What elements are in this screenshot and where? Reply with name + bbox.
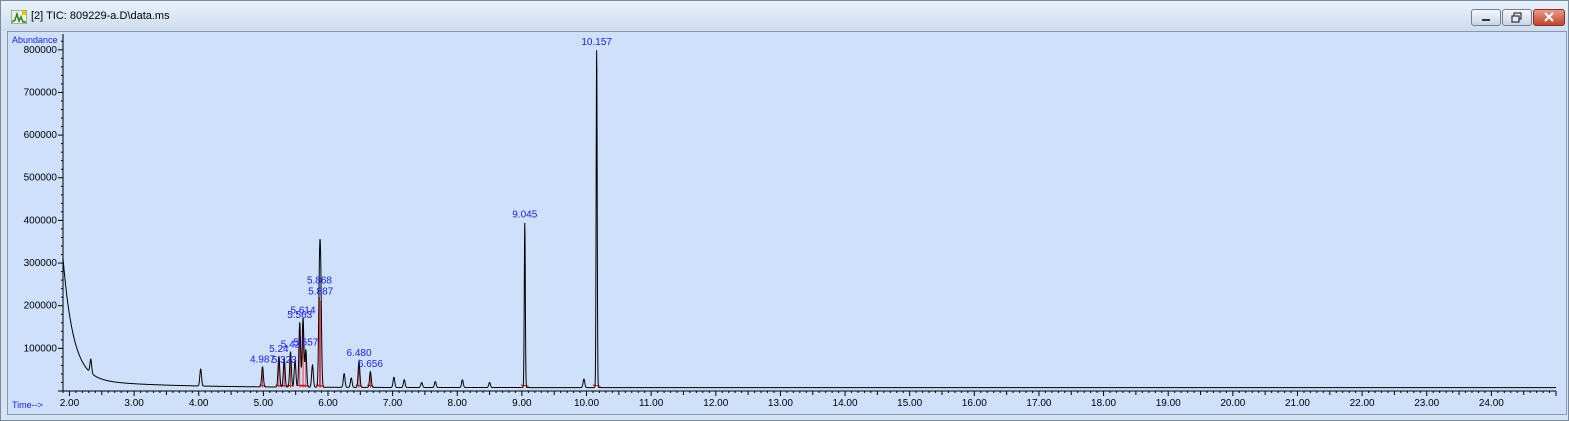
peak-label: 4.987 xyxy=(250,355,275,366)
peak-label: 5.887 xyxy=(308,287,333,298)
y-tick-label: 400000 xyxy=(24,215,58,226)
x-tick-label: 2.00 xyxy=(60,398,80,409)
x-tick-label: 11.00 xyxy=(639,398,664,409)
chromatogram-app-icon xyxy=(11,10,27,24)
x-tick-label: 3.00 xyxy=(124,398,144,409)
x-tick-label: 24.00 xyxy=(1479,398,1504,409)
x-tick-label: 22.00 xyxy=(1350,398,1375,409)
tic-trace xyxy=(62,50,1556,389)
x-tick-label: 19.00 xyxy=(1156,398,1181,409)
x-tick-label: 21.00 xyxy=(1285,398,1310,409)
restore-button[interactable] xyxy=(1502,9,1532,26)
y-tick-label: 100000 xyxy=(24,343,58,354)
x-tick-label: 5.00 xyxy=(254,398,274,409)
peak-label: 5.323 xyxy=(272,355,297,366)
title-bar[interactable]: [2] TIC: 809229-a.D\data.ms xyxy=(1,1,1568,31)
peak-label: 5.657 xyxy=(293,337,318,348)
y-tick-label: 700000 xyxy=(24,87,58,98)
y-tick-label: 500000 xyxy=(24,173,58,184)
y-tick-label: 300000 xyxy=(24,258,58,269)
peak-label: 6.656 xyxy=(358,359,383,370)
close-button[interactable] xyxy=(1533,9,1565,26)
y-tick-label: 800000 xyxy=(24,45,58,56)
minimize-icon xyxy=(1482,19,1490,21)
y-axis-title: Abundance xyxy=(12,35,58,45)
peak-label: 5.563 xyxy=(287,310,312,321)
x-tick-label: 15.00 xyxy=(897,398,922,409)
minimize-button[interactable] xyxy=(1471,9,1501,26)
tic-chart[interactable]: 2.00 3.00 4.00 5.00 6.00 7.00 8.00 9.00 10.00 11.… xyxy=(8,32,1566,414)
peak-label: 5.614 xyxy=(291,305,316,316)
x-tick-label: 18.00 xyxy=(1091,398,1116,409)
x-tick-label: 20.00 xyxy=(1220,398,1245,409)
x-axis-title: Time--> xyxy=(12,400,43,410)
x-tick-label: 23.00 xyxy=(1414,398,1439,409)
peak-label: 6.480 xyxy=(346,348,371,359)
chromatogram-plot[interactable]: 2.00 3.00 4.00 5.00 6.00 7.00 8.00 9.00 10.00 11.… xyxy=(7,31,1567,415)
x-tick-label: 13.00 xyxy=(768,398,793,409)
x-tick-label: 16.00 xyxy=(962,398,987,409)
x-tick-label: 7.00 xyxy=(383,398,403,409)
peak-label: 5.868 xyxy=(307,276,332,287)
x-tick-label: 12.00 xyxy=(703,398,728,409)
close-icon xyxy=(1544,12,1554,22)
x-tick-label: 4.00 xyxy=(189,398,209,409)
window-title: [2] TIC: 809229-a.D\data.ms xyxy=(31,10,170,22)
x-tick-label: 6.00 xyxy=(318,398,338,409)
integration-baseline xyxy=(520,384,529,387)
peak-label: 9.045 xyxy=(512,210,537,221)
peak-label: 5.42 xyxy=(281,340,301,351)
peak-label: 10.157 xyxy=(581,37,612,48)
integration-baseline xyxy=(592,384,601,387)
y-tick-label: 200000 xyxy=(24,301,58,312)
x-tick-label: 9.00 xyxy=(512,398,532,409)
x-tick-label: 8.00 xyxy=(448,398,468,409)
x-tick-label: 17.00 xyxy=(1026,398,1051,409)
axes: 2.00 3.00 4.00 5.00 6.00 7.00 8.00 9.00 10.00 11.… xyxy=(24,34,1557,409)
peak-label: 5.24 xyxy=(269,344,289,355)
x-tick-label: 10.00 xyxy=(574,398,599,409)
y-tick-label: 600000 xyxy=(24,130,58,141)
restore-icon xyxy=(1511,12,1522,23)
x-tick-label: 14.00 xyxy=(833,398,858,409)
